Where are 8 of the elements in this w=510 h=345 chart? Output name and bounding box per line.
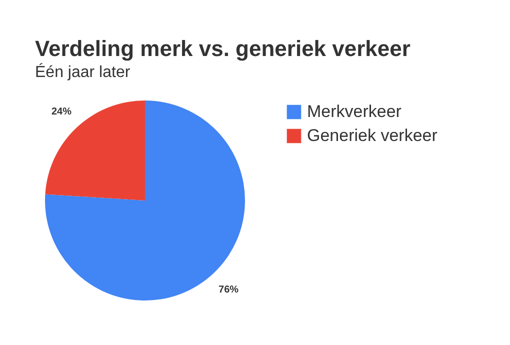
pie-slice <box>45 100 245 300</box>
data-label: 76% <box>218 284 239 296</box>
legend-label: Generiek verkeer <box>307 126 438 145</box>
data-label: 24% <box>51 106 72 118</box>
chart-title: Verdeling merk vs. generiek verkeer <box>35 36 411 61</box>
chart-subtitle: Één jaar later <box>35 63 131 81</box>
legend-label: Merkverkeer <box>307 102 402 121</box>
pie-slice <box>45 100 145 200</box>
